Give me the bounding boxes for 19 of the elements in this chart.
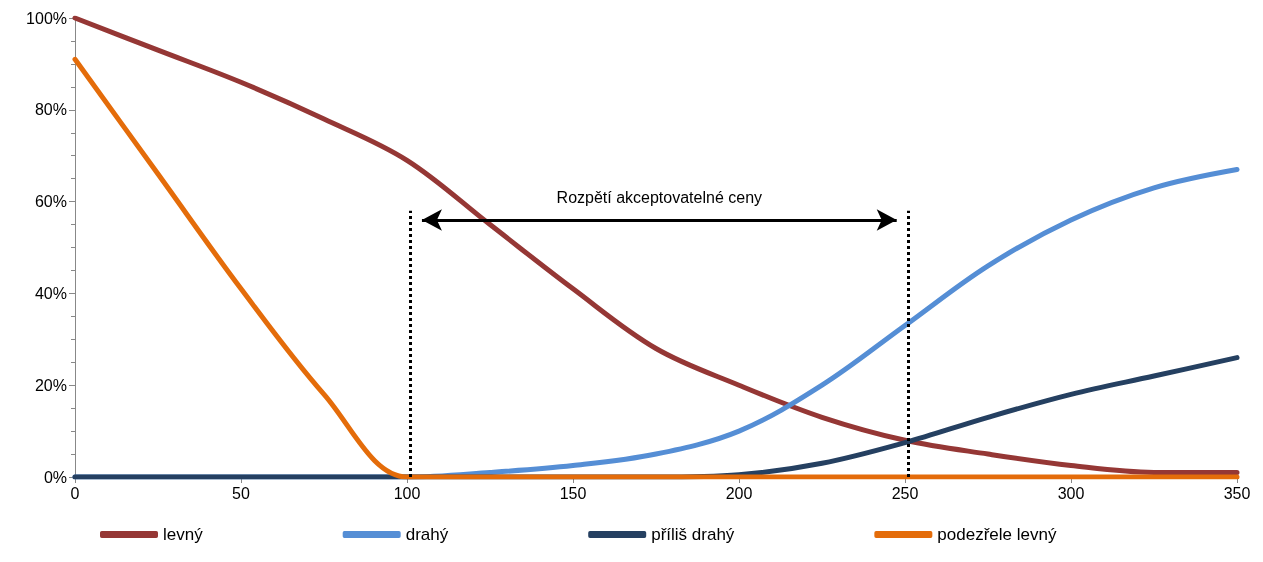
x-tick-label: 100 (393, 484, 421, 502)
y-tick-label: 40% (34, 284, 67, 302)
x-tick-label: 150 (559, 484, 587, 502)
legend-label: levný (163, 525, 204, 544)
y-tick-label: 60% (34, 193, 67, 211)
x-tick-label: 200 (725, 484, 753, 502)
x-tick-label: 50 (232, 484, 250, 502)
annotation: Rozpětí akceptovatelné ceny (556, 188, 763, 206)
legend-label: podezřele levný (937, 525, 1057, 544)
y-tick-label: 0% (43, 468, 67, 486)
x-tick-label: 250 (891, 484, 919, 502)
y-tick-label: 100% (26, 9, 67, 27)
y-tick-label: 20% (34, 376, 67, 394)
x-tick-label: 350 (1223, 484, 1251, 502)
y-tick-label: 80% (34, 101, 67, 119)
x-tick-label: 300 (1057, 484, 1085, 502)
legend-label: drahý (405, 525, 449, 544)
x-tick-label: 0 (70, 484, 80, 502)
legend-label: příliš drahý (651, 525, 735, 544)
